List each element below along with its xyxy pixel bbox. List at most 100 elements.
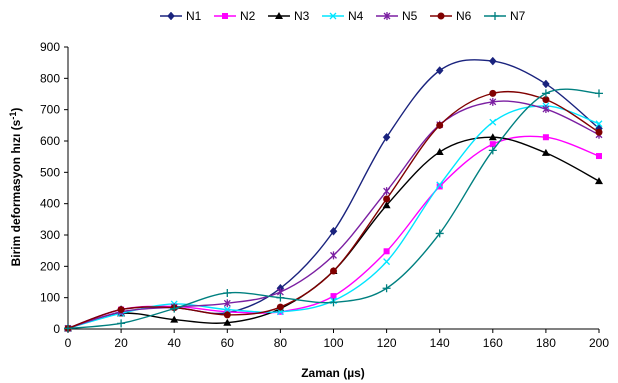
x-axis-title: Zaman (µs) [301, 366, 365, 380]
legend-item-n4: N4 [322, 9, 364, 23]
y-axis-title-close: ) [9, 108, 23, 112]
data-point-n2 [489, 141, 496, 148]
y-tick-label: 0 [53, 322, 60, 336]
data-point-n6 [436, 121, 444, 129]
legend-marker-n7 [491, 12, 499, 20]
data-point-n5 [330, 251, 337, 260]
data-point-n5 [489, 97, 497, 106]
legend-label-n3: N3 [294, 9, 310, 23]
data-point-n6 [330, 267, 337, 275]
data-point-n1 [382, 132, 391, 142]
legend-marker-n5 [383, 12, 391, 20]
data-point-n6 [223, 311, 231, 319]
data-point-n5 [223, 299, 231, 308]
y-tick-label: 900 [40, 40, 60, 54]
data-point-n6 [489, 89, 497, 97]
y-tick-label: 100 [40, 291, 60, 305]
data-point-n1 [329, 226, 338, 236]
legend-marker-n4 [329, 12, 337, 20]
y-axis-title-superscript: -1 [8, 112, 18, 120]
series-lines [64, 56, 603, 333]
y-tick-label: 500 [40, 165, 60, 179]
legend-marker-n3 [275, 12, 283, 19]
data-point-n7 [382, 284, 391, 293]
data-point-n7 [223, 288, 232, 297]
y-tick-label: 400 [40, 197, 60, 211]
data-point-n7 [170, 304, 179, 313]
y-tick-label: 300 [40, 228, 60, 242]
x-tick-label: 140 [430, 336, 450, 350]
data-point-n3 [595, 177, 603, 185]
data-point-n4 [595, 120, 603, 128]
data-point-n1 [542, 79, 550, 89]
data-point-n3 [435, 147, 444, 155]
data-point-n7 [435, 229, 444, 238]
y-tick-label: 700 [40, 103, 60, 117]
series-line-n7 [67, 88, 600, 330]
x-tick-label: 120 [377, 336, 397, 350]
x-tick-label: 100 [323, 336, 343, 350]
y-axis-title-main: Birim deformasyon hızı (s [9, 119, 23, 266]
data-point-n7 [488, 146, 497, 155]
data-point-n2 [596, 153, 602, 160]
legend-item-n5: N5 [376, 9, 418, 23]
y-tick-label: 200 [40, 259, 60, 273]
data-point-n3 [488, 133, 497, 141]
legend-item-n7: N7 [484, 9, 526, 23]
legend-item-n6: N6 [430, 9, 472, 23]
y-axis-title: Birim deformasyon hızı (s-1) [8, 108, 23, 267]
data-point-n2 [542, 134, 549, 141]
data-point-n6 [383, 195, 391, 203]
data-point-n7 [117, 319, 126, 328]
legend-item-n3: N3 [268, 9, 310, 23]
data-point-n6 [542, 96, 550, 104]
legend-item-n2: N2 [214, 9, 256, 23]
legend-item-n1: N1 [160, 9, 202, 23]
x-tick-label: 0 [65, 336, 72, 350]
data-point-n1 [435, 66, 444, 75]
data-point-n5 [542, 105, 550, 114]
legend-marker-n2 [222, 13, 228, 19]
series-n7 [64, 88, 603, 333]
x-tick-label: 80 [274, 336, 288, 350]
data-point-n3 [170, 315, 179, 323]
data-point-n6 [276, 303, 284, 311]
y-tick-label: 800 [40, 71, 60, 85]
x-tick-label: 160 [483, 336, 503, 350]
data-point-n7 [64, 324, 72, 333]
x-tick-label: 200 [589, 336, 609, 350]
series-line-n1 [67, 59, 600, 330]
x-tick-label: 60 [221, 336, 235, 350]
data-point-n2 [383, 248, 390, 255]
data-point-n4 [489, 118, 497, 126]
x-tick-label: 20 [114, 336, 128, 350]
data-point-n4 [383, 258, 391, 266]
data-point-n7 [541, 89, 550, 98]
axes: 0 100 200 300 400 500 600 700 800 900 0 20 40 60 80 100… [40, 40, 609, 350]
legend: N1 N2 N3 N4 N5 N6 N7 [160, 9, 526, 23]
legend-label-n2: N2 [240, 9, 256, 23]
data-point-n4 [436, 181, 444, 189]
legend-label-n5: N5 [402, 9, 418, 23]
legend-label-n1: N1 [186, 9, 202, 23]
data-point-n4 [223, 306, 231, 314]
legend-marker-n1 [167, 11, 175, 21]
x-tick-label: 180 [536, 336, 556, 350]
legend-marker-n6 [437, 12, 445, 20]
data-point-n3 [382, 201, 391, 209]
data-point-n2 [330, 293, 337, 300]
data-point-n3 [541, 148, 550, 156]
legend-label-n4: N4 [348, 9, 364, 23]
series-n1 [64, 56, 603, 333]
data-point-n6 [595, 128, 603, 136]
x-tick-label: 40 [168, 336, 182, 350]
series-line-n6 [67, 90, 600, 330]
y-tick-label: 600 [40, 134, 60, 148]
series-line-n2 [67, 135, 600, 330]
legend-label-n6: N6 [456, 9, 472, 23]
data-point-n6 [117, 306, 125, 314]
data-point-n3 [223, 318, 232, 326]
data-point-n5 [383, 187, 391, 196]
